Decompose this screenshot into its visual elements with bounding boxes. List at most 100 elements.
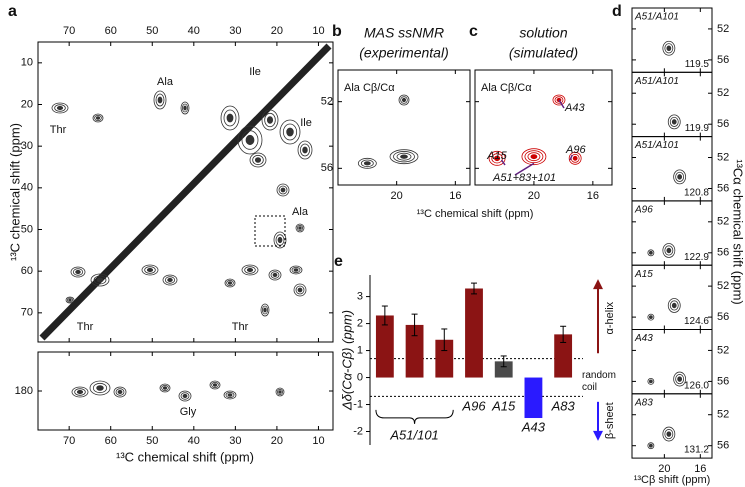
contour [72,268,84,276]
contour [223,109,237,127]
y-tick-label: 56 [717,118,729,130]
x-tick-label: 30 [229,435,241,447]
x-tick-label: 40 [188,435,200,447]
contour [298,226,302,230]
diagonal [39,43,332,341]
contour [155,93,165,107]
contour [254,157,262,163]
contour [648,379,653,384]
y-tick-label: 40 [21,182,33,194]
panel-shift: 126.0 [684,380,709,391]
peak-label: Ile [249,66,261,78]
contour [396,152,412,161]
y-tick-label: 2 [357,317,363,329]
contour [162,274,178,286]
contour [675,374,685,385]
contour [263,307,267,313]
contour [224,278,236,288]
contour [74,388,86,396]
contour [226,113,234,123]
y-tick-label: -1 [353,398,363,410]
y-tick-label: 20 [21,98,33,110]
pointer [500,159,506,166]
contour [183,105,187,111]
x-tick-label: 60 [105,435,117,447]
panel-subtitle: (simulated) [509,45,578,61]
plot-frame [37,41,334,343]
y-tick-label: 56 [717,311,729,323]
contour [677,174,683,180]
x-tick-label: 20 [271,25,283,37]
bar [524,377,543,419]
contour [249,152,267,168]
contour [223,390,237,400]
y-tick-label: 52 [717,216,729,228]
contour [647,249,655,257]
contour [572,155,578,161]
contour [246,267,254,273]
contour [261,305,269,315]
x-axis-label: ¹³C chemical shift (ppm) [116,449,254,464]
contour [671,302,677,309]
contour [51,102,69,114]
contour [182,393,188,399]
contour [220,105,240,131]
contour [275,387,285,397]
contour [89,380,111,396]
x-tick-label: A43 [521,419,546,434]
x-tick-label: 50 [146,25,158,37]
contour [669,300,679,311]
peak-label: Ala [292,206,309,218]
error-bar [471,282,477,295]
contour [276,388,284,396]
contour [664,43,674,54]
error-bar [411,313,418,337]
y-tick-label: 56 [717,247,729,259]
x-tick-label: 50 [146,435,158,447]
contour [673,371,687,387]
contour [524,150,544,164]
error-bar [441,328,448,352]
y-tick-label: 56 [717,54,729,66]
bar [465,288,483,378]
contour [272,272,278,278]
contour [164,276,176,284]
contour [666,45,672,52]
bar [405,324,424,378]
spectrum-label: Ala Cβ/Cα [344,82,395,94]
contour [363,161,371,166]
peak-label: Ala [157,76,174,88]
contour [270,271,280,279]
contour [530,154,538,160]
y-tick-label: 52 [717,280,729,292]
contour [662,426,676,442]
contour [117,389,123,395]
contour [146,267,154,273]
contour [677,376,683,382]
panel-title: MAS ssNMR [364,25,444,41]
panel-label: e [334,253,343,270]
contour [75,269,81,275]
bar [435,339,454,378]
x-axis-label: ¹³C chemical shift (ppm) [417,208,534,220]
contour [113,386,127,398]
contour [357,157,377,169]
contour [241,130,259,150]
contour [92,113,104,123]
panel-shift: 119.5 [685,59,710,70]
panel-name: A96 [634,205,653,216]
x-tick-label: A96 [461,399,486,414]
contour [568,151,582,165]
contour [252,154,264,166]
x-tick-label: 20 [658,463,670,475]
contour [554,96,564,104]
contour [141,264,159,276]
x-tick-label: 16 [449,190,461,202]
panel-shift: 120.8 [684,188,709,199]
y-axis-label: ¹³Cα chemical shift (ppm) [731,159,745,304]
contour [393,151,415,163]
contour [70,266,86,278]
contour [664,245,674,256]
contour [266,116,274,124]
x-tick-label: 30 [229,25,241,37]
